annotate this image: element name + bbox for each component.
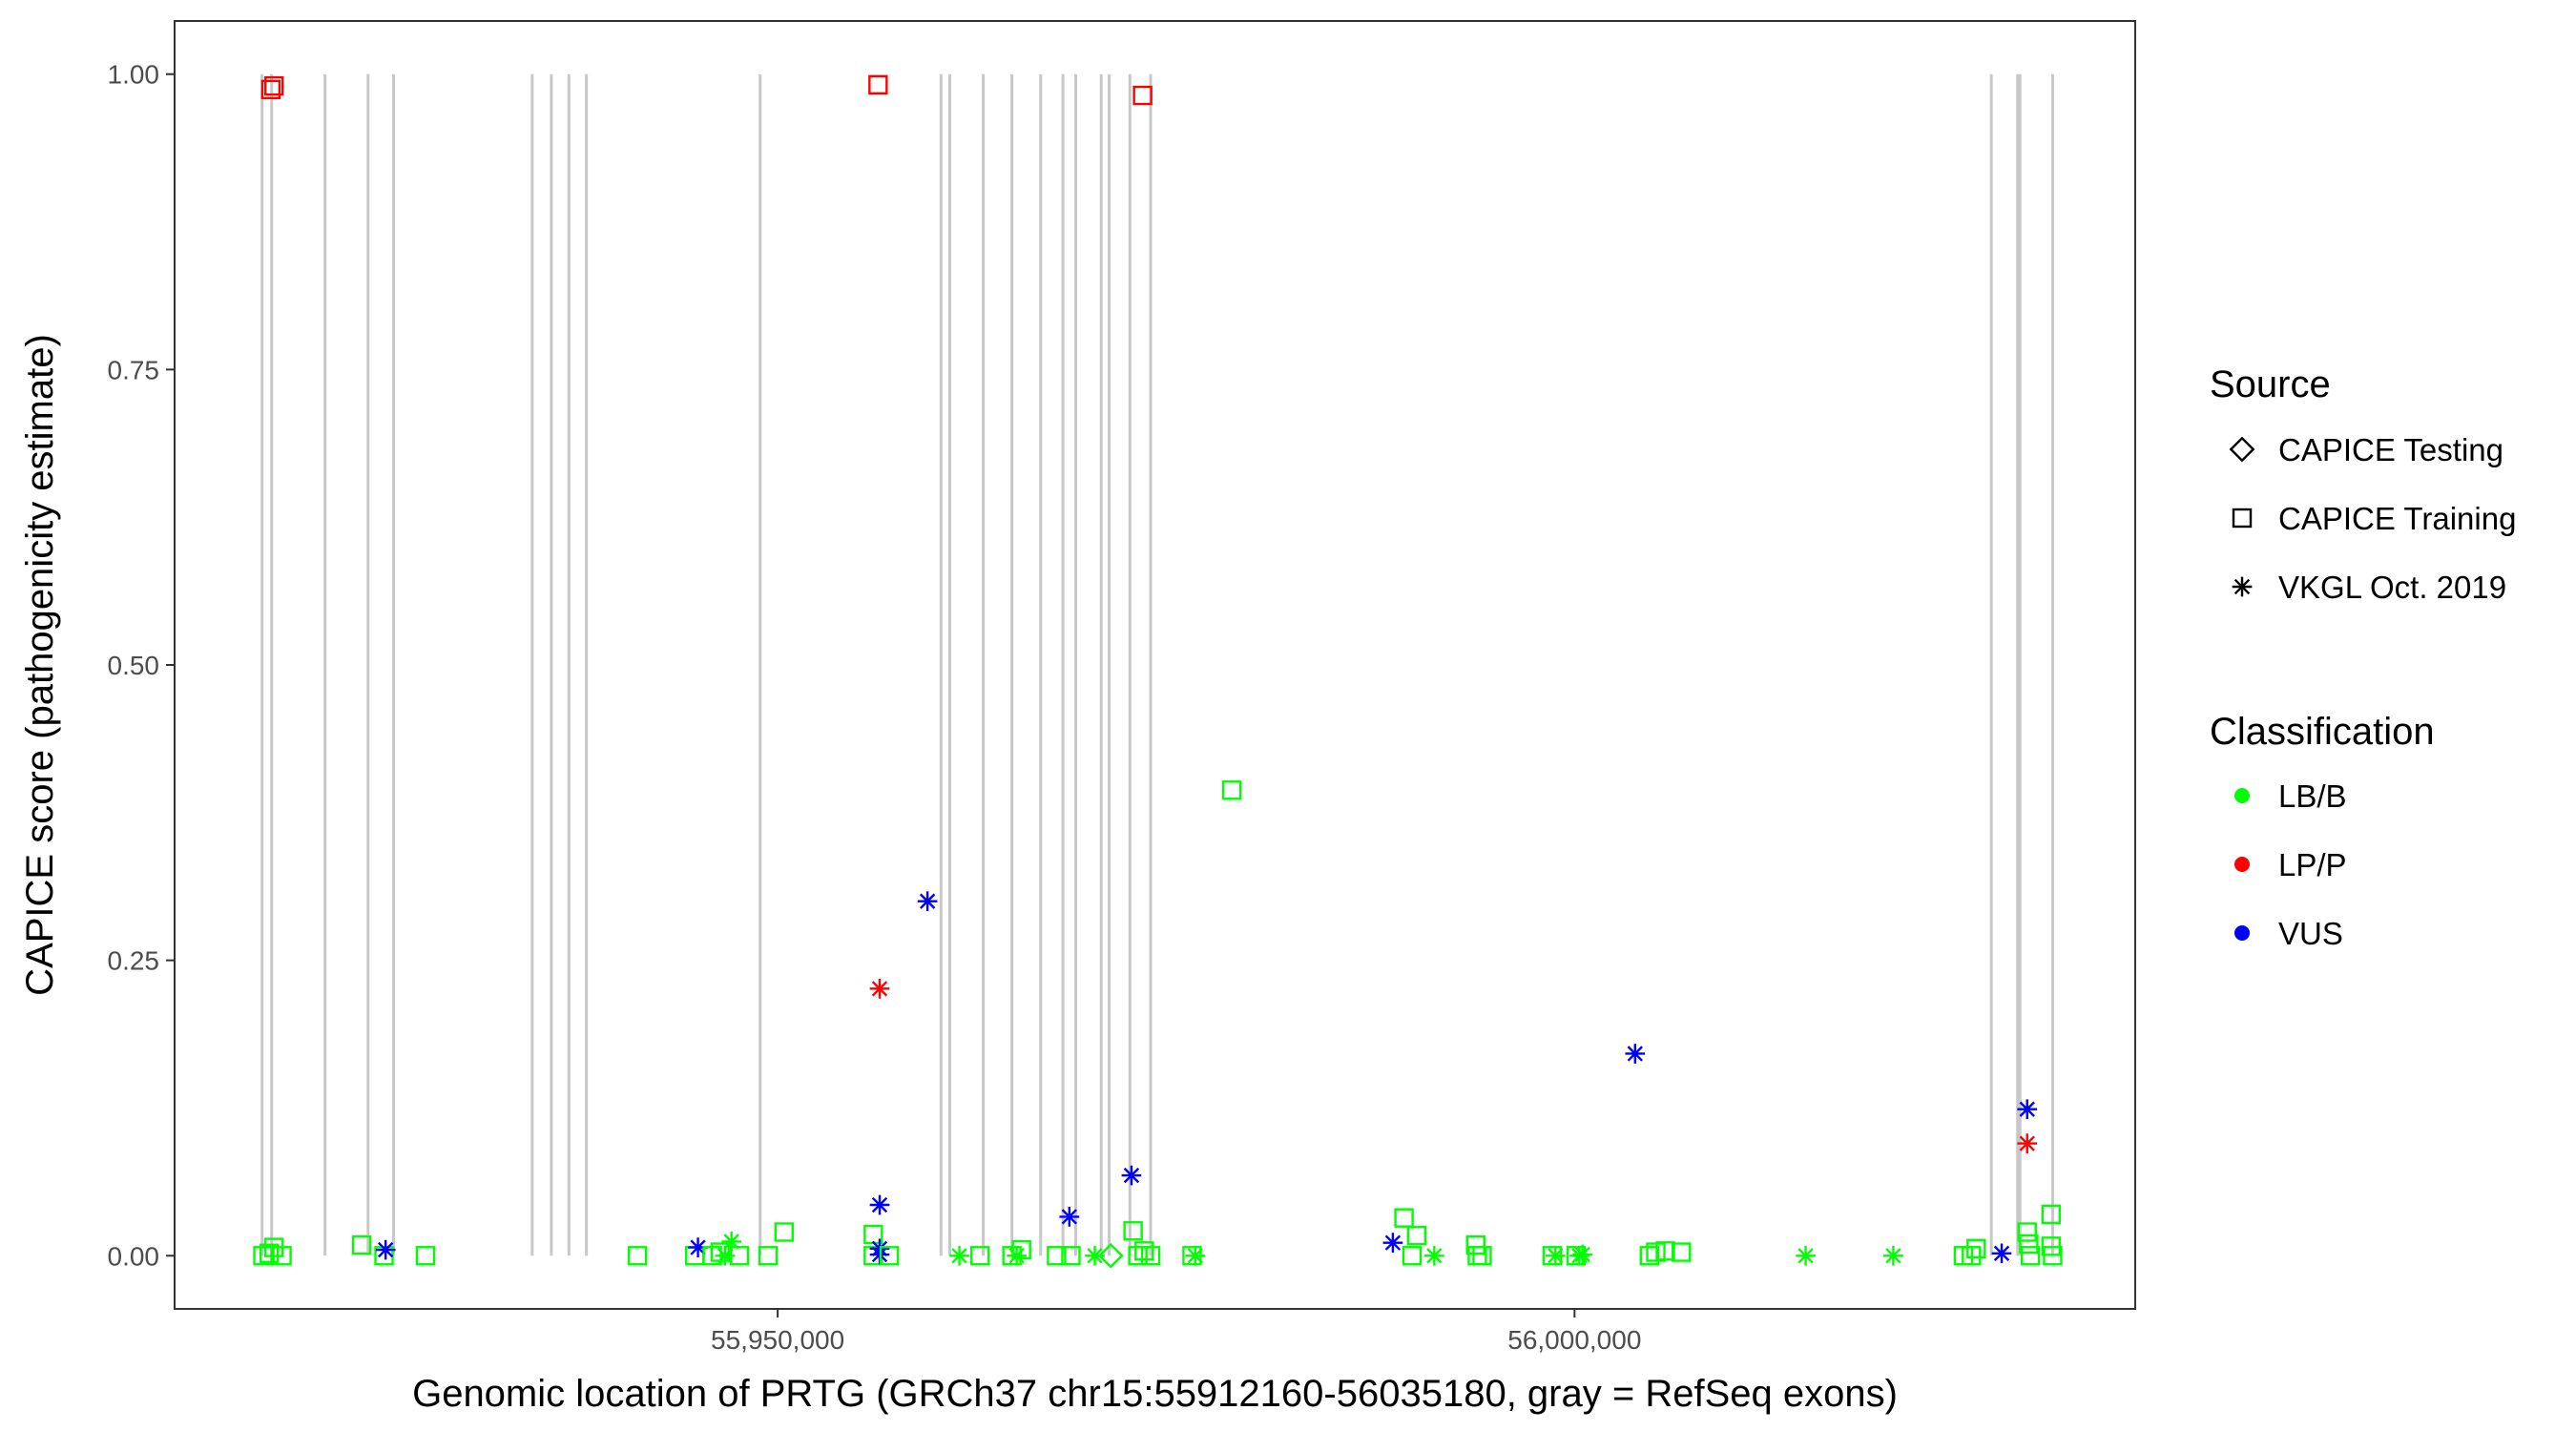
x-axis: 55,950,000 56,000,000 [711, 1309, 1641, 1355]
legend-classification-label: VUS [2278, 916, 2343, 951]
data-point-square [2041, 1204, 2061, 1225]
y-tick-label: 0.00 [108, 1241, 160, 1271]
data-point-square [1132, 85, 1153, 106]
y-tick-label: 0.50 [108, 651, 160, 680]
legend-source-label: CAPICE Testing [2278, 432, 2503, 467]
data-point-square [2043, 1246, 2063, 1266]
data-point-square [774, 1222, 794, 1242]
exon-layer [260, 73, 2054, 1256]
data-point-asterisk [2017, 1133, 2038, 1153]
data-point-square [1402, 1246, 1423, 1266]
y-axis: 0.00 0.25 0.50 0.75 1.00 [108, 60, 175, 1271]
data-point-square [264, 75, 284, 96]
y-tick-label: 0.75 [108, 355, 160, 384]
data-point-square [1406, 1226, 1427, 1246]
data-point-asterisk [1568, 1245, 1589, 1266]
data-point-asterisk [1545, 1245, 1566, 1266]
data-point-square [1655, 1241, 1675, 1261]
data-point-square [2017, 1222, 2037, 1242]
legend-source: Source CAPICE Testing CAPICE Training VKGL… [2210, 363, 2516, 605]
data-point-square [1061, 1246, 1081, 1266]
data-point-square [868, 74, 888, 95]
data-point-square [2020, 1246, 2041, 1266]
data-point-square [1140, 1246, 1161, 1266]
legend-source-label: CAPICE Training [2278, 501, 2516, 536]
data-point-square [1134, 1241, 1154, 1261]
data-point-square [1047, 1246, 1067, 1266]
legend-source-key-square [2232, 508, 2253, 529]
data-point-asterisk [715, 1245, 736, 1266]
data-point-square [1966, 1238, 1986, 1259]
y-axis-title: CAPICE score (pathogenicity estimate) [19, 334, 61, 996]
data-point-square [260, 79, 281, 100]
y-tick-label: 0.25 [108, 946, 160, 976]
data-point-square [415, 1246, 436, 1266]
data-point-square [1394, 1208, 1414, 1228]
legend-source-key-diamond [2229, 436, 2255, 463]
legend-classification-title: Classification [2210, 711, 2435, 753]
data-point-asterisk [917, 891, 938, 912]
x-tick-label: 55,950,000 [711, 1325, 844, 1355]
legend-source-title: Source [2210, 363, 2331, 405]
legend-classification: Classification LB/B LP/P VUS [2210, 711, 2435, 951]
legend-classification-key [2234, 857, 2250, 872]
data-point-asterisk [1185, 1245, 1206, 1266]
data-point-diamond [1097, 1242, 1124, 1269]
data-point-asterisk [869, 1194, 890, 1215]
data-point-square [1221, 780, 1242, 800]
data-point-asterisk [1121, 1165, 1142, 1186]
x-tick-label: 56,000,000 [1507, 1325, 1641, 1355]
data-point-square [627, 1246, 648, 1266]
data-point-asterisk [1007, 1245, 1028, 1266]
data-point-square [1962, 1246, 1982, 1266]
data-point-square [1123, 1221, 1143, 1241]
data-point-asterisk [2017, 1099, 2038, 1120]
data-point-asterisk [1991, 1243, 2012, 1264]
points-layer [253, 74, 2063, 1269]
y-tick-label: 1.00 [108, 60, 160, 90]
legend-classification-label: LB/B [2278, 778, 2347, 814]
legend-source-label: VKGL Oct. 2019 [2278, 570, 2506, 605]
data-point-square [1011, 1239, 1031, 1260]
data-point-square [758, 1246, 779, 1266]
legend-classification-key [2234, 788, 2250, 803]
data-point-asterisk [1625, 1044, 1646, 1064]
data-point-square [1472, 1246, 1492, 1266]
data-point-asterisk [375, 1239, 396, 1260]
data-point-square [1465, 1234, 1485, 1255]
data-point-square [2019, 1234, 2039, 1255]
data-point-asterisk [721, 1232, 742, 1252]
data-point-square [1672, 1242, 1692, 1262]
data-point-asterisk [688, 1237, 708, 1257]
data-point-square [729, 1246, 750, 1266]
legend-source-key-asterisk [2232, 576, 2253, 597]
data-point-asterisk [1382, 1233, 1403, 1253]
data-point-asterisk [1085, 1245, 1105, 1266]
data-point-square [351, 1234, 372, 1255]
data-point-asterisk [949, 1245, 969, 1266]
x-axis-title: Genomic location of PRTG (GRCh37 chr15:5… [412, 1373, 1898, 1415]
data-point-asterisk [1572, 1244, 1593, 1265]
data-point-asterisk [1796, 1245, 1816, 1266]
data-point-square [1128, 1246, 1148, 1266]
data-point-square [1639, 1246, 1660, 1266]
data-point-square [260, 1243, 280, 1263]
data-point-asterisk [1883, 1245, 1903, 1266]
legend-classification-key [2234, 925, 2250, 941]
data-point-square [272, 1246, 292, 1266]
data-point-square [879, 1246, 900, 1266]
data-point-asterisk [1423, 1245, 1444, 1266]
data-point-asterisk [1059, 1207, 1080, 1227]
data-point-square [970, 1246, 990, 1266]
legend-classification-label: LP/P [2278, 847, 2347, 882]
data-point-asterisk [869, 979, 890, 999]
